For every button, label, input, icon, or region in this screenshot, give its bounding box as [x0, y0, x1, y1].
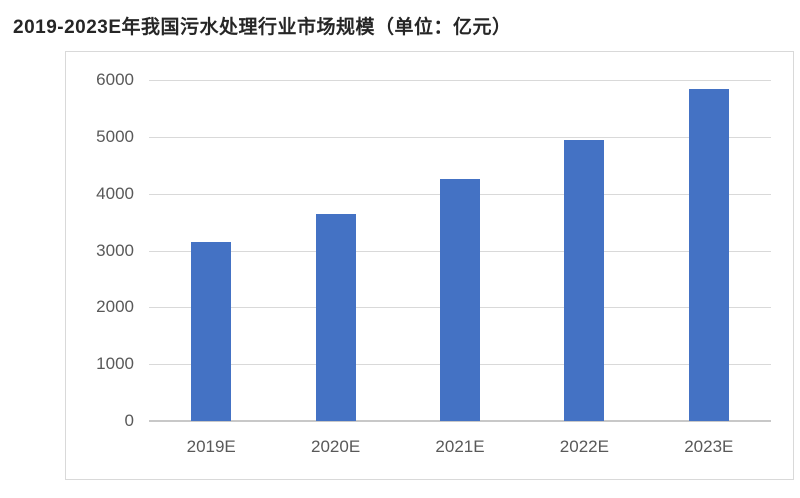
chart-plot-frame: 0 1000 2000 3000 4000 5000 6000 2019E 2020E 2021… — [65, 51, 794, 480]
y-tick-label-1000: 1000 — [96, 354, 134, 374]
bar-2019E — [191, 241, 232, 421]
x-axis-line — [149, 420, 771, 422]
x-tick-label-2023E: 2023E — [684, 437, 734, 456]
bar-2021E — [440, 179, 480, 421]
y-tick-label-5000: 5000 — [96, 126, 134, 146]
y-tick-label-2000: 2000 — [96, 297, 134, 317]
y-tick-label-4000: 4000 — [96, 183, 134, 203]
bar-2020E — [315, 213, 356, 421]
plot-area — [149, 80, 771, 422]
bar-2022E — [564, 139, 605, 421]
y-tick-label-3000: 3000 — [96, 240, 134, 260]
x-tick-label-2019E: 2019E — [186, 437, 236, 456]
y-tick-label-6000: 6000 — [96, 70, 134, 89]
bar-2023E — [688, 89, 729, 421]
chart-title: 2019-2023E年我国污水处理行业市场规模（单位：亿元） — [13, 17, 512, 38]
gridline-y5000 — [149, 136, 771, 138]
gridline-y6000 — [149, 80, 771, 81]
x-tick-label-2020E: 2020E — [311, 437, 361, 456]
x-tick-label-2022E: 2022E — [559, 437, 609, 456]
y-tick-label-0: 0 — [124, 411, 134, 430]
x-tick-label-2021E: 2021E — [435, 437, 485, 456]
